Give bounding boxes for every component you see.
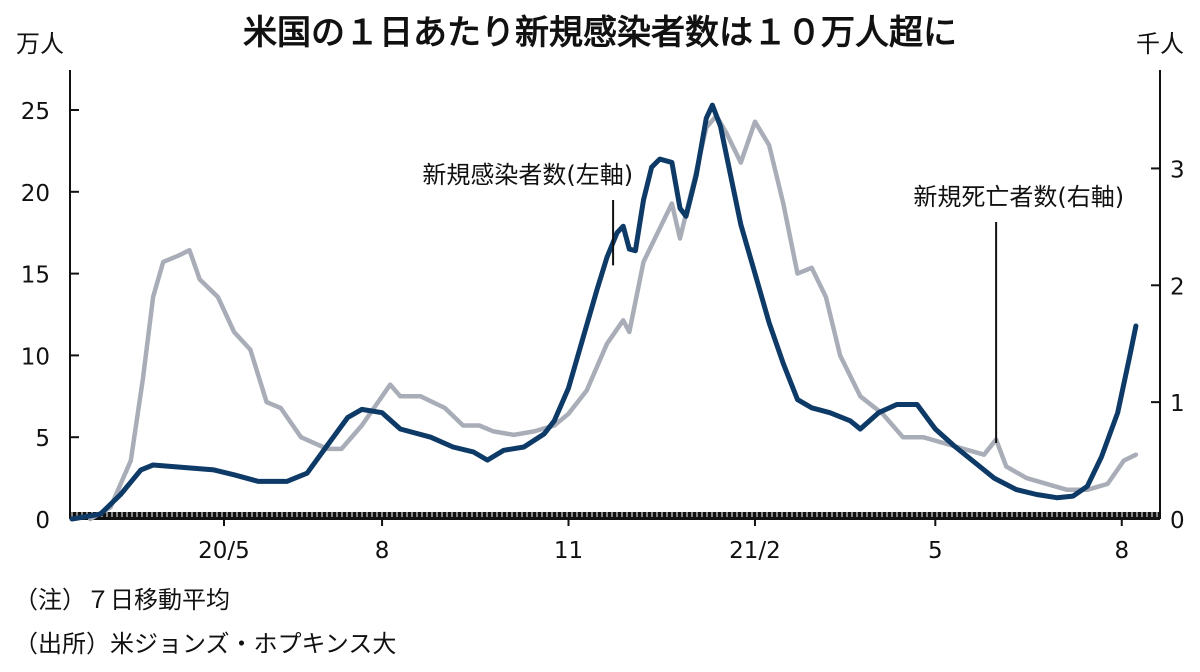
left-axis-tick-label: 20 [21, 181, 50, 207]
left-axis-unit: 万人 [16, 30, 64, 58]
left-axis-tick-label: 15 [21, 263, 50, 289]
left-axis-tick-label: 5 [35, 426, 50, 452]
deaths-annotation-label: 新規死亡者数(右軸) [913, 183, 1124, 211]
x-axis-tick-label: 8 [375, 538, 390, 564]
chart-title: 米国の１日あたり新規感染者数は１０万人超に [243, 13, 957, 53]
footnote-moving-average: （注）７日移動平均 [14, 586, 230, 614]
x-axis-tick-label: 11 [554, 538, 583, 564]
right-axis-tick-label: 1 [1170, 391, 1185, 417]
left-axis-tick-label: 10 [21, 344, 50, 370]
left-axis-tick-label: 0 [35, 508, 50, 534]
cases-series-line [69, 102, 1139, 522]
right-axis-tick-label: 0 [1170, 508, 1185, 534]
x-axis-tick-label: 5 [928, 538, 943, 564]
right-axis-tick-label: 3 [1170, 157, 1185, 183]
x-axis-daily-tick-band [70, 512, 1160, 519]
right-axis-tick-label: 2 [1170, 274, 1185, 300]
cases-annotation-label: 新規感染者数(左軸) [422, 161, 633, 189]
deaths-series-line [87, 113, 1139, 522]
x-axis-tick-label: 21/2 [729, 538, 781, 564]
left-axis-tick-label: 25 [21, 99, 50, 125]
right-axis-unit: 千人 [1136, 30, 1184, 58]
source-note: （出所）米ジョンズ・ホプキンス大 [14, 630, 397, 658]
x-axis-tick-label: 20/5 [198, 538, 250, 564]
x-axis-tick-label: 8 [1114, 538, 1129, 564]
